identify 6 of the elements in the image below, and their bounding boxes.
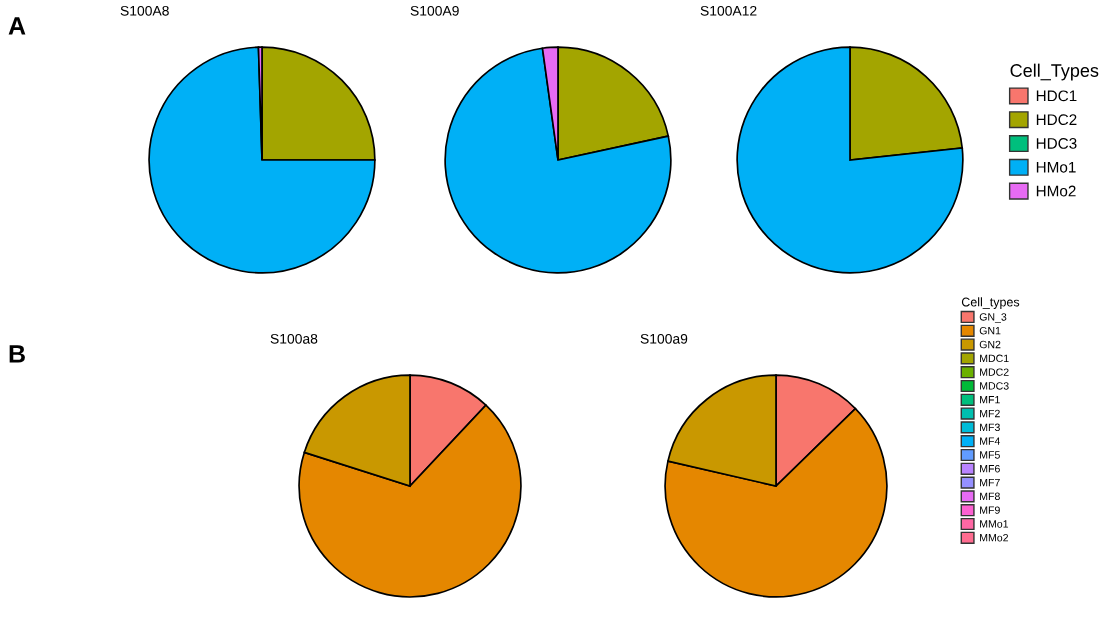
text: B (9, 345, 25, 363)
legend-title: Cell_Types (1010, 63, 1099, 81)
pie-slice (736, 46, 964, 274)
pie-slice (148, 46, 376, 274)
pie-slice (444, 47, 672, 274)
text: A (8, 17, 26, 35)
